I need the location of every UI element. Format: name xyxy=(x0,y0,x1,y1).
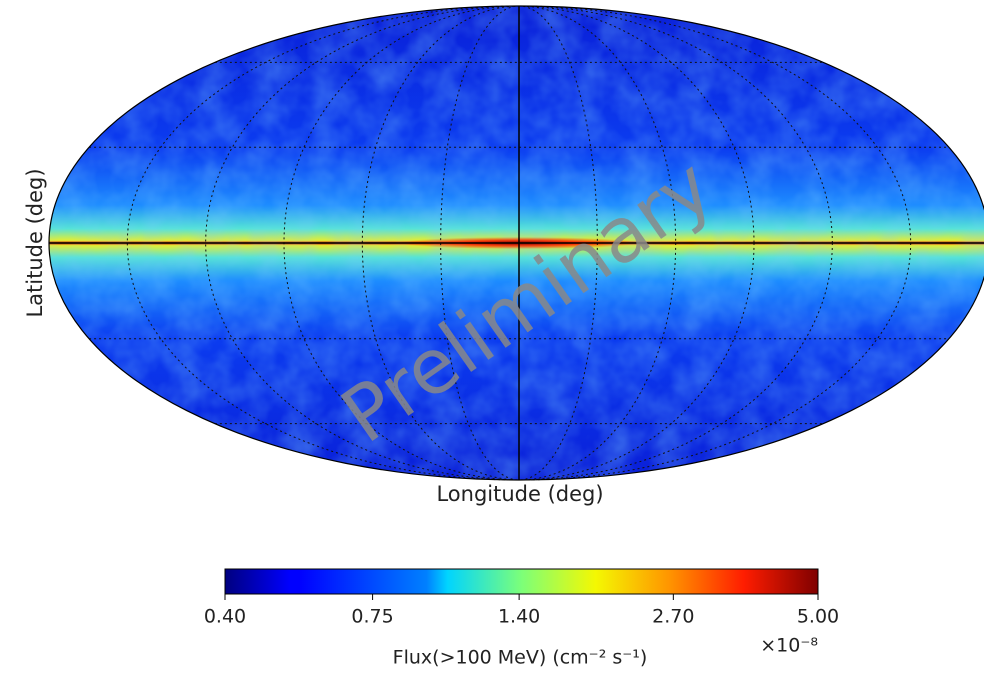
colorbar-tick-label: 1.40 xyxy=(498,606,540,628)
colorbar-tick-label: 0.40 xyxy=(204,606,246,628)
colorbar-tick-label: 5.00 xyxy=(797,606,839,628)
colorbar xyxy=(225,569,818,594)
colorbar-tick-label: 2.70 xyxy=(652,606,694,628)
colorbar-offset: ×10⁻⁸ xyxy=(760,635,818,657)
x-axis-label: Longitude (deg) xyxy=(436,482,603,506)
chart: Preliminary Latitude (deg) Longitude (de… xyxy=(0,0,984,674)
colorbar-label: Flux(>100 MeV) (cm⁻² s⁻¹) xyxy=(393,647,648,669)
colorbar-tick-label: 0.75 xyxy=(351,606,393,628)
y-axis-label: Latitude (deg) xyxy=(23,168,47,317)
